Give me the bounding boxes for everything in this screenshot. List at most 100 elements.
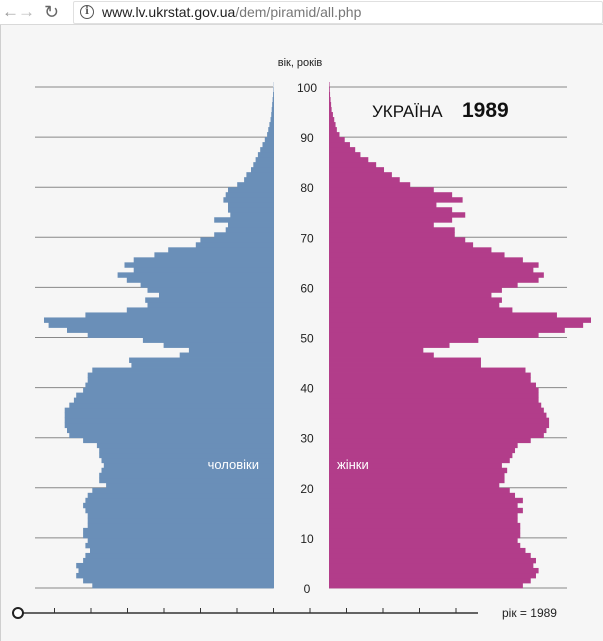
male-bar: [67, 327, 274, 333]
male-bar: [270, 117, 274, 123]
female-bar: [329, 107, 332, 113]
female-bar: [329, 337, 479, 343]
female-bar: [329, 197, 463, 203]
female-bar: [329, 267, 534, 273]
female-bar: [329, 412, 547, 419]
female-bar: [329, 432, 544, 439]
female-bar: [329, 542, 521, 549]
male-bar: [228, 187, 274, 193]
male-bar: [69, 402, 274, 409]
female-bar: [329, 317, 591, 323]
male-bar: [145, 297, 274, 303]
female-bar: [329, 517, 518, 524]
reload-icon[interactable]: ↻: [44, 2, 60, 22]
female-bar: [329, 402, 542, 409]
male-bar: [272, 102, 274, 108]
female-bar: [329, 577, 531, 584]
male-bar: [85, 542, 275, 549]
male-bar: [64, 407, 274, 414]
female-bar: [329, 277, 539, 283]
female-bar: [329, 512, 518, 519]
male-bar: [268, 127, 274, 133]
female-bar: [329, 252, 505, 258]
male-bar: [85, 507, 275, 514]
female-bar: [329, 287, 502, 293]
female-bar: [329, 217, 453, 223]
male-bar: [64, 422, 274, 429]
male-bar: [126, 307, 274, 313]
female-bar: [329, 87, 330, 93]
female-bar: [329, 187, 434, 193]
male-bar: [85, 552, 275, 559]
male-bar: [83, 557, 274, 564]
male-bar: [195, 242, 274, 248]
female-bar: [329, 377, 531, 383]
female-bar: [329, 422, 550, 429]
male-bar: [87, 372, 274, 378]
male-bar: [67, 427, 274, 434]
female-bar: [329, 447, 516, 454]
male-bar: [87, 492, 274, 499]
male-bar: [225, 227, 274, 233]
y-tick-label: 10: [300, 532, 314, 546]
y-tick-label: 20: [300, 482, 314, 496]
female-bar: [329, 272, 544, 278]
female-bar: [329, 352, 434, 358]
chart-title: УКРАЇНА: [372, 102, 443, 121]
male-bar: [103, 462, 274, 469]
slider-handle[interactable]: [12, 607, 24, 619]
male-bar: [83, 437, 274, 444]
female-bar: [329, 212, 466, 218]
male-bar: [48, 322, 274, 328]
male-bar: [76, 562, 274, 569]
chart-year: 1989: [462, 99, 509, 122]
male-bar: [260, 147, 274, 153]
male-bar: [64, 412, 274, 419]
male-bar: [251, 167, 274, 173]
female-bar: [329, 112, 333, 118]
year-slider[interactable]: [12, 607, 478, 619]
male-bar: [246, 172, 274, 178]
y-tick-label: 80: [300, 181, 314, 195]
male-bar: [188, 347, 274, 353]
male-bar: [179, 352, 274, 358]
arrow-left-icon[interactable]: ←: [2, 2, 19, 21]
female-bar: [329, 482, 500, 489]
male-bar: [87, 522, 274, 529]
female-bar: [329, 132, 340, 138]
female-bar: [329, 347, 424, 353]
male-bar: [83, 532, 274, 539]
male-bar: [90, 547, 274, 554]
female-bar: [329, 167, 385, 173]
male-bar: [154, 252, 274, 258]
male-bar: [99, 472, 274, 479]
female-bar: [329, 532, 521, 539]
y-tick-label: 60: [300, 281, 314, 295]
female-bar: [329, 142, 350, 148]
female-bar: [329, 387, 539, 394]
female-bar: [329, 407, 544, 414]
male-bar: [85, 312, 275, 318]
female-bar: [329, 492, 516, 499]
male-bar: [272, 97, 274, 103]
male-bar: [106, 482, 274, 489]
info-icon[interactable]: i: [80, 5, 94, 19]
female-bar: [329, 232, 455, 238]
male-bar: [87, 537, 274, 544]
y-tick-label: 30: [300, 432, 314, 446]
male-bar: [147, 302, 274, 308]
male-bar: [87, 512, 274, 519]
arrow-right-icon[interactable]: →: [18, 2, 35, 21]
url-text[interactable]: www.lv.ukrstat.gov.ua/dem/piramid/all.ph…: [102, 4, 361, 20]
female-bar: [329, 537, 518, 544]
male-bar: [87, 377, 274, 383]
male-bar: [142, 337, 274, 343]
male-bar: [99, 447, 274, 454]
female-bar: [329, 117, 335, 123]
female-bar: [329, 192, 453, 198]
y-tick-label: 90: [300, 131, 314, 145]
female-bar: [329, 322, 584, 328]
female-bar: [329, 237, 466, 243]
address-bar[interactable]: i www.lv.ukrstat.gov.ua/dem/piramid/all.…: [73, 1, 603, 24]
